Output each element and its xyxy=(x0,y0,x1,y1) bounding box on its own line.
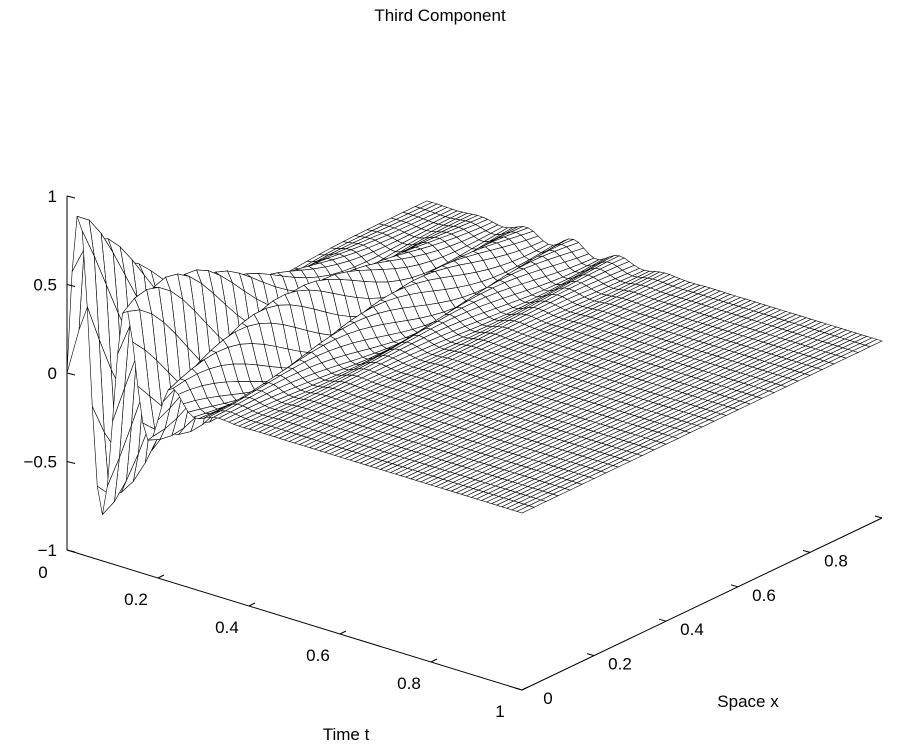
x-origin-label: 0 xyxy=(38,563,47,582)
mesh-cell xyxy=(516,505,535,514)
z-tick xyxy=(66,549,76,553)
x-axis-label: Time t xyxy=(323,725,370,744)
t-tick xyxy=(157,574,165,579)
x-tick xyxy=(586,653,595,657)
z-tick xyxy=(66,372,76,376)
y-axis-line xyxy=(521,517,883,691)
t-tick-label: 1 xyxy=(495,702,504,721)
t-tick-label: 0.6 xyxy=(306,646,330,665)
z-tick xyxy=(66,195,76,199)
x-axis-line xyxy=(66,549,523,691)
t-tick-label: 0.4 xyxy=(215,618,239,637)
y-axis-label: Space x xyxy=(717,692,779,711)
z-tick-label: 0 xyxy=(48,364,57,383)
t-tick xyxy=(430,658,438,663)
x-tick-label: 0.2 xyxy=(608,655,632,674)
z-tick-label: 1 xyxy=(48,187,57,206)
t-tick xyxy=(248,602,256,607)
x-tick-label: 0 xyxy=(543,689,552,708)
x-tick xyxy=(658,618,667,622)
t-tick xyxy=(339,630,347,635)
t-tick-label: 0.2 xyxy=(124,590,148,609)
x-tick xyxy=(730,584,739,588)
x-tick xyxy=(874,515,883,519)
x-tick xyxy=(802,549,811,553)
x-tick-label: 0.4 xyxy=(680,620,704,639)
t-tick-label: 0.8 xyxy=(397,674,421,693)
z-tick-label: −1 xyxy=(38,541,57,560)
x-tick-label: 0.6 xyxy=(752,586,776,605)
t-tick xyxy=(521,686,529,691)
x-tick-label: 0.8 xyxy=(824,551,848,570)
chart-title: Third Component xyxy=(374,6,506,25)
z-tick-label: 0.5 xyxy=(33,276,57,295)
z-tick-label: −0.5 xyxy=(23,453,57,472)
z-tick xyxy=(66,284,76,287)
z-tick xyxy=(66,461,76,464)
surface-mesh xyxy=(66,200,883,516)
x-tick xyxy=(514,687,523,691)
